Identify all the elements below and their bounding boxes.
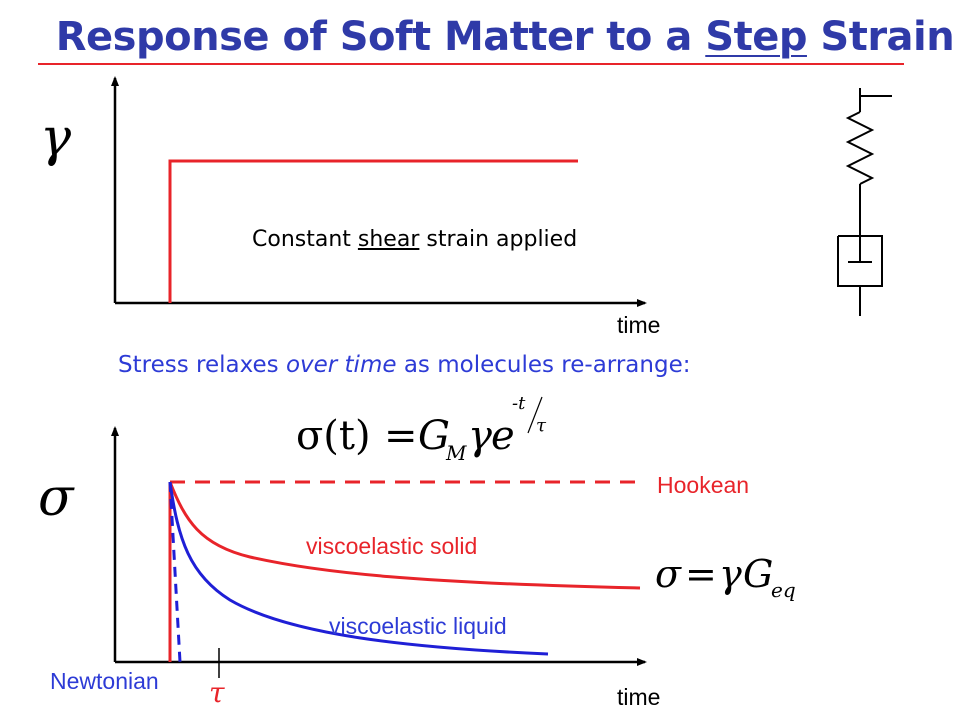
viscoelastic-solid-curve bbox=[168, 481, 641, 590]
strain-symbol: γ bbox=[40, 108, 72, 168]
newtonian-label: Newtonian bbox=[50, 668, 159, 694]
equilibrium-equation: σ = γ G eq bbox=[655, 552, 796, 602]
maxwell-equation: σ(t) = G M γ e -t τ bbox=[296, 393, 546, 465]
title-underline-rule bbox=[38, 63, 904, 65]
slide-title: Response of Soft Matter to a Step Strain bbox=[0, 14, 960, 60]
relaxation-time-dashed bbox=[168, 481, 182, 663]
tau-symbol: τ bbox=[209, 676, 225, 709]
shear-underlined: shear bbox=[357, 227, 420, 252]
maxwell-element-icon bbox=[837, 88, 892, 316]
viscoelastic-solid-label: viscoelastic solid bbox=[306, 533, 478, 559]
title-underlined-word: Step bbox=[705, 14, 807, 60]
viscoelastic-liquid-label: viscoelastic liquid bbox=[329, 613, 507, 639]
bottom-time-label: time bbox=[617, 684, 661, 710]
stress-symbol: σ bbox=[38, 468, 74, 528]
step-strain-curve bbox=[168, 159, 578, 303]
constant-strain-annotation: Constant shear strain applied bbox=[252, 227, 578, 252]
top-time-label: time bbox=[617, 312, 661, 338]
title-suffix: Strain bbox=[806, 14, 955, 60]
viscoelastic-liquid-curve bbox=[168, 481, 549, 656]
exponent-slash bbox=[527, 396, 543, 434]
hookean-label: Hookean bbox=[657, 472, 750, 498]
stress-relax-statement: Stress relaxes over time as molecules re… bbox=[118, 352, 691, 378]
title-prefix: Response of Soft Matter to a bbox=[55, 14, 706, 60]
